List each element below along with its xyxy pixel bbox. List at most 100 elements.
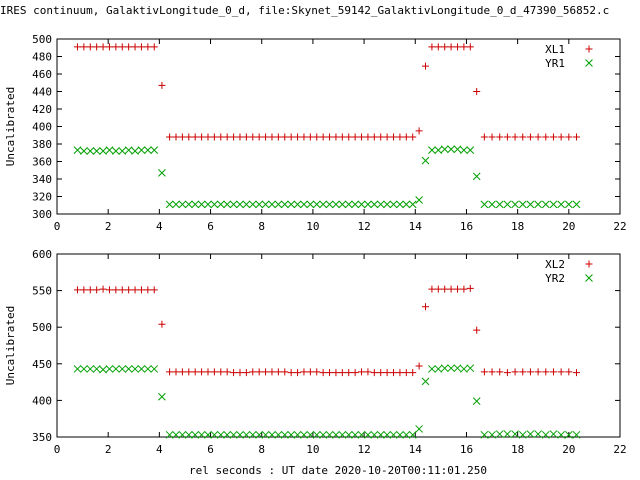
yr1-point xyxy=(131,147,139,155)
x-axis-label: rel seconds : UT date 2020-10-20T00:11:0… xyxy=(189,464,487,477)
yr2-point xyxy=(229,430,238,439)
xl2-point xyxy=(112,286,120,294)
xl1-point xyxy=(488,133,496,141)
y-tick-label: 320 xyxy=(32,191,52,204)
xl2-point xyxy=(281,368,289,376)
yr1-point xyxy=(242,200,251,209)
yr1-point xyxy=(389,200,398,209)
xl1-point xyxy=(287,133,295,141)
xl2-point xyxy=(519,368,527,376)
yr1-point xyxy=(325,200,334,209)
yr2-point xyxy=(534,430,542,438)
xl1-point xyxy=(565,133,573,141)
xl1-point xyxy=(358,133,366,141)
xl2-point xyxy=(409,369,417,377)
yr2-point xyxy=(248,430,257,439)
yr2-point xyxy=(338,430,347,439)
xl1-point xyxy=(338,133,346,141)
yr2-point xyxy=(274,430,283,439)
yr2-point xyxy=(526,430,535,438)
yr1-point xyxy=(124,146,133,154)
yr2-point xyxy=(440,364,449,373)
yr1-point xyxy=(236,200,244,209)
xl1-point xyxy=(422,62,430,70)
yr1-point xyxy=(274,200,283,209)
yr1-point xyxy=(137,146,146,154)
xl1-point xyxy=(402,133,410,141)
yr1-point xyxy=(534,200,542,209)
y-tick-label: 400 xyxy=(32,394,52,407)
xl1-point xyxy=(503,133,511,141)
xl1-point xyxy=(306,133,314,141)
plot-frame xyxy=(56,253,621,438)
x-tick-label: 16 xyxy=(460,220,473,233)
yr2-point xyxy=(564,430,573,439)
xl1-point xyxy=(390,133,398,141)
x-tick-label: 2 xyxy=(105,443,112,456)
xl2-point xyxy=(144,286,152,294)
yr2-point xyxy=(325,430,334,439)
yr2-point xyxy=(332,430,340,439)
yr2-point xyxy=(549,430,558,438)
yr1-point xyxy=(396,200,404,209)
xl2-point xyxy=(542,368,550,376)
bottom-panel: 0 2 4 6 8 10 12 14 16 18 20 22 350 400 450 500 550 600 Unc… xyxy=(4,248,627,456)
yr2-point xyxy=(112,365,120,373)
yr2-point xyxy=(312,430,321,439)
xl2-point xyxy=(166,368,174,376)
xl1-point xyxy=(332,133,340,141)
yr1-point xyxy=(564,200,573,209)
xl2-point xyxy=(73,286,81,294)
xl2-point xyxy=(172,368,180,376)
xl2-point xyxy=(453,285,461,293)
xl2-point xyxy=(549,368,557,376)
xl1-point xyxy=(210,133,218,141)
yr1-point xyxy=(204,200,212,209)
yr2-point xyxy=(460,365,468,373)
xl2-point xyxy=(496,368,504,376)
yr2-point xyxy=(172,430,180,439)
yr1-point xyxy=(572,200,581,209)
yr1-point xyxy=(280,200,289,209)
yr1-point xyxy=(421,156,430,165)
yr1-point xyxy=(511,200,519,209)
xl1-point xyxy=(409,133,417,141)
xl2-point xyxy=(351,369,359,377)
yr1-point xyxy=(357,200,366,209)
yr2-point xyxy=(165,430,174,439)
xl1-point xyxy=(204,133,212,141)
x-tick-label: 4 xyxy=(156,443,163,456)
yr2-point xyxy=(300,430,308,439)
y-tick-label: 460 xyxy=(32,68,52,81)
xl1-point xyxy=(428,43,436,51)
y-tick-label: 300 xyxy=(32,208,52,221)
xl2-point xyxy=(118,286,126,294)
xl2-point xyxy=(131,286,139,294)
legend-marker-yr2 xyxy=(585,274,593,282)
xl2-point xyxy=(80,286,88,294)
xl2-point xyxy=(99,285,107,293)
x-tick-label: 10 xyxy=(306,443,319,456)
y-tick-label: 440 xyxy=(32,86,52,99)
yr1-point xyxy=(408,200,417,209)
yr1-point xyxy=(172,200,180,209)
top-panel: 0 2 4 6 8 10 12 14 16 18 20 22 300 320 340 360 380 400 420… xyxy=(4,33,627,233)
yr1-point xyxy=(293,200,302,209)
xl1-point xyxy=(364,133,372,141)
yr1-point xyxy=(184,200,193,209)
yr2-point xyxy=(242,430,251,439)
x-tick-label: 0 xyxy=(54,443,61,456)
x-tick-label: 0 xyxy=(54,220,61,233)
xl1-point xyxy=(281,133,289,141)
xl1-point xyxy=(158,81,166,89)
x-tick-label: 14 xyxy=(409,220,423,233)
xl2-point xyxy=(93,286,101,294)
yr1-point xyxy=(248,200,257,209)
yr1-point xyxy=(223,200,232,209)
yr2-point xyxy=(495,430,504,438)
xl1-point xyxy=(557,133,565,141)
xl1-point xyxy=(396,133,404,141)
y-tick-label: 360 xyxy=(32,156,52,169)
yr2-point xyxy=(557,430,565,439)
